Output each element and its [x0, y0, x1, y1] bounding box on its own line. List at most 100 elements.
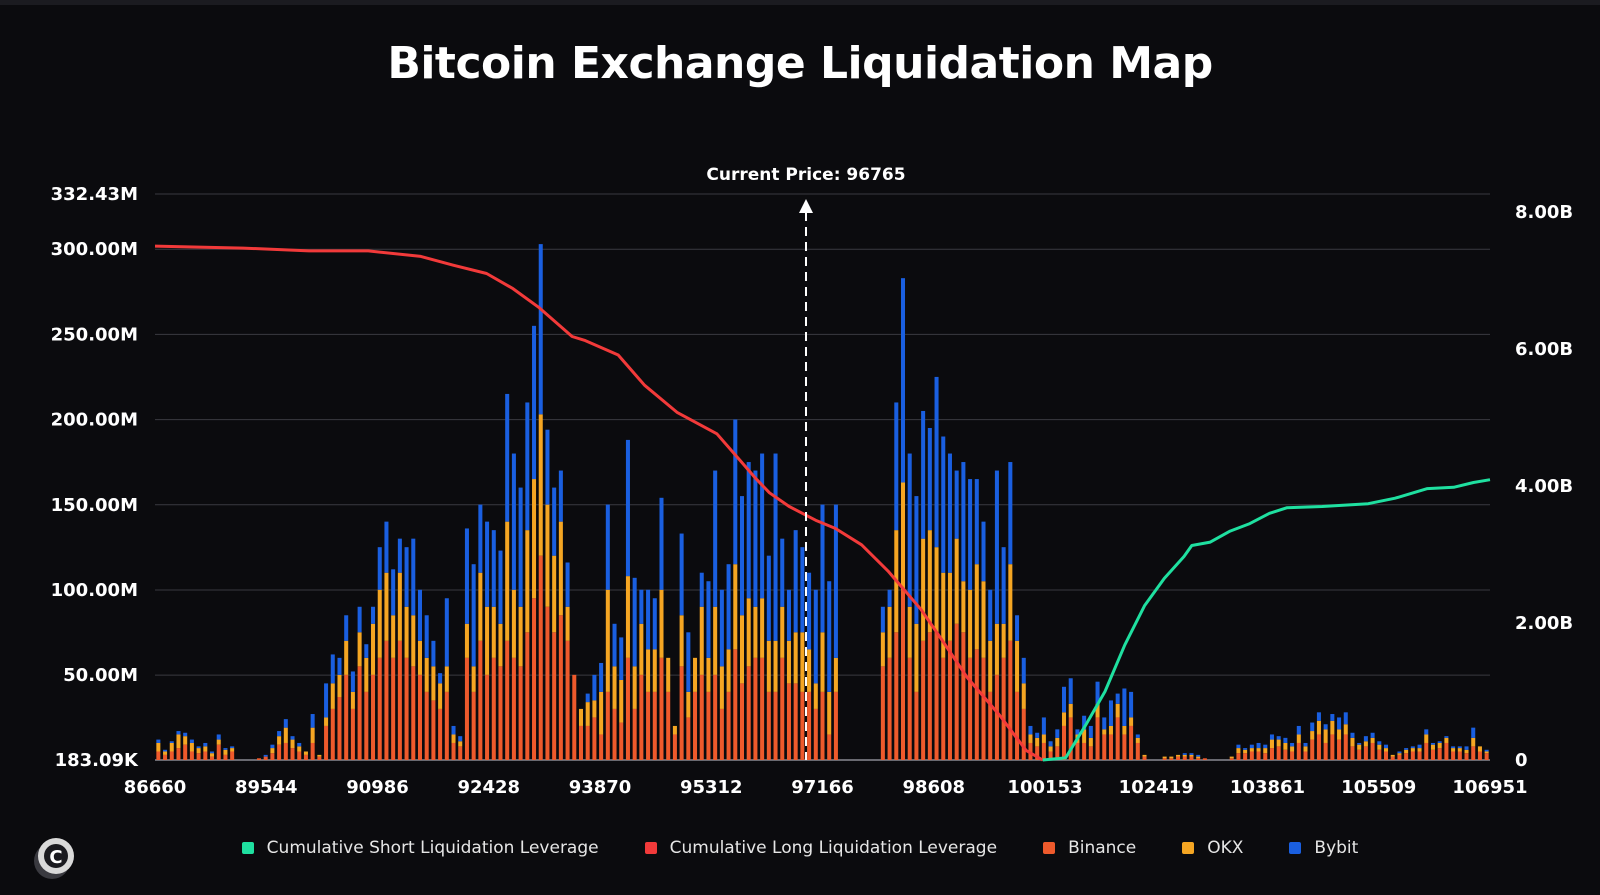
bar-segment-binance [719, 708, 724, 760]
bar-segment-bybit [1363, 736, 1368, 742]
x-axis-tick-label: 90986 [346, 777, 409, 798]
bar-segment-bybit [786, 589, 791, 641]
bar-segment-bybit [713, 470, 718, 607]
bar-segment-okx [612, 666, 617, 709]
bar-segment-binance [1135, 742, 1140, 760]
bar-segment-bybit [216, 734, 221, 740]
bar-segment-binance [1236, 753, 1241, 760]
bar-segment-okx [196, 748, 201, 754]
bar-segment-binance [666, 691, 671, 760]
bar-segment-binance [552, 632, 557, 760]
bar-segment-okx [753, 606, 758, 658]
bar-segment-binance [1189, 756, 1194, 760]
bar-segment-binance [1249, 751, 1254, 760]
bar-segment-bybit [947, 453, 952, 573]
bar-segment-binance [1196, 758, 1201, 760]
bar-segment-okx [1477, 746, 1482, 752]
bar-segment-binance [1075, 742, 1080, 760]
bar-segment-bybit [1471, 727, 1476, 738]
bar-segment-okx [485, 606, 490, 675]
bar-segment-binance [659, 657, 664, 760]
bar-segment-binance [163, 754, 168, 760]
bar-segment-binance [290, 748, 295, 760]
bar-segment-okx [424, 657, 429, 692]
legend-item-okx[interactable]: OKX [1182, 838, 1243, 858]
bar-segment-binance [411, 666, 416, 760]
legend-item-long[interactable]: Cumulative Long Liquidation Leverage [644, 838, 997, 858]
bar-segment-okx [1001, 623, 1006, 658]
bar-segment-binance [1263, 753, 1268, 760]
bar-segment-binance [223, 754, 228, 760]
bar-segment-bybit [417, 589, 422, 641]
bar-segment-binance [1001, 657, 1006, 760]
bar-segment-binance [203, 751, 208, 760]
bar-segment-binance [330, 708, 335, 760]
bar-segment-binance [1316, 734, 1321, 760]
bar-segment-okx [444, 666, 449, 692]
bar-segment-bybit [1263, 744, 1268, 749]
bar-segment-okx [961, 581, 966, 633]
bar-segment-binance [1068, 717, 1073, 760]
bar-segment-okx [438, 683, 443, 709]
right-axis-tick-label: 8.00B [1515, 202, 1573, 223]
bar-segment-binance [1021, 708, 1026, 760]
bar-segment-okx [1350, 737, 1355, 747]
bar-segment-binance [485, 674, 490, 760]
legend-label-short: Cumulative Short Liquidation Leverage [266, 838, 599, 858]
bar-segment-bybit [1290, 742, 1295, 747]
bar-segment-okx [532, 479, 537, 599]
legend-swatch-short [241, 842, 254, 854]
bar-segment-bybit [813, 589, 818, 684]
bar-segment-binance [827, 734, 832, 760]
legend-item-bybit[interactable]: Bybit [1289, 838, 1358, 858]
legend-item-binance[interactable]: Binance [1043, 838, 1136, 858]
bar-segment-okx [471, 666, 476, 692]
legend-item-short[interactable]: Cumulative Short Liquidation Leverage [241, 838, 599, 858]
brand-logo-glyph: C [49, 847, 62, 868]
bar-segment-bybit [1397, 751, 1402, 754]
bar-segment-binance [1088, 746, 1093, 760]
bar-segment-bybit [1323, 724, 1328, 730]
bar-segment-okx [968, 589, 973, 658]
bar-segment-okx [947, 572, 952, 641]
bar-segment-okx [297, 746, 302, 752]
bar-segment-bybit [397, 538, 402, 573]
bar-segment-binance [592, 717, 597, 760]
bar-segment-binance [988, 691, 993, 760]
bar-segment-binance [1337, 739, 1342, 760]
bar-segment-okx [1249, 748, 1254, 752]
bar-segment-binance [183, 744, 188, 760]
bar-segment-bybit [599, 662, 604, 692]
bar-segment-binance [176, 748, 181, 760]
bar-segment-binance [1035, 746, 1040, 760]
bar-segment-bybit [1035, 732, 1040, 738]
bar-segment-binance [1176, 756, 1181, 760]
bar-segment-bybit [371, 606, 376, 624]
bar-segment-binance [1296, 742, 1301, 760]
bar-segment-bybit [163, 749, 168, 752]
bar-segment-bybit [176, 731, 181, 735]
bar-segment-binance [1424, 742, 1429, 760]
bar-segment-bybit [290, 736, 295, 740]
bar-segment-bybit [511, 453, 516, 590]
bar-segment-binance [1397, 754, 1402, 760]
bar-segment-binance [907, 657, 912, 760]
bar-segment-okx [505, 521, 510, 641]
bar-segment-binance [585, 725, 590, 760]
bar-segment-bybit [900, 278, 906, 483]
bar-segment-bybit [330, 654, 335, 684]
bar-segment-okx [1102, 729, 1107, 735]
bar-segment-binance [921, 640, 926, 760]
bar-segment-binance [773, 691, 778, 760]
bar-segment-binance [679, 666, 684, 760]
bar-segment-binance [672, 734, 677, 760]
bar-segment-okx [1370, 737, 1375, 743]
bar-segment-binance [954, 623, 959, 760]
bar-segment-bybit [1082, 715, 1087, 730]
x-axis-tick-label: 97166 [791, 777, 854, 798]
bar-segment-binance [169, 751, 174, 760]
bar-segment-okx [827, 691, 832, 735]
bar-segment-okx [994, 623, 999, 675]
bar-segment-okx [1417, 748, 1422, 752]
bar-segment-binance [1008, 640, 1013, 760]
